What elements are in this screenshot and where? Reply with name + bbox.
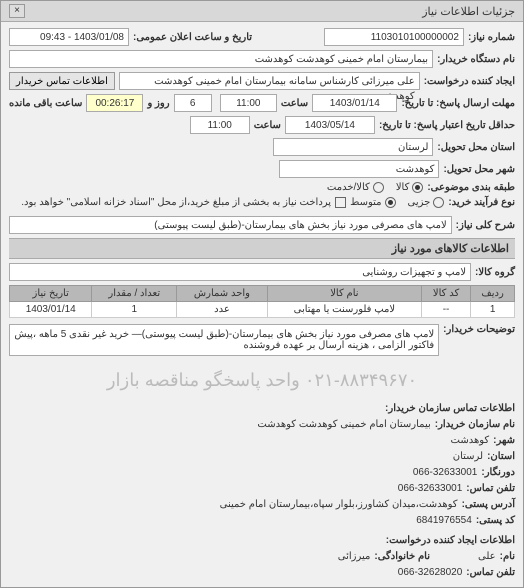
payment-checkbox[interactable] [335, 197, 346, 208]
creator-section-title: اطلاعات ایجاد کننده درخواست: [9, 533, 515, 549]
payment-type-label: نوع فرآیند خرید: [448, 197, 515, 208]
creator-label: ایجاد کننده درخواست: [424, 76, 515, 87]
fax-label: دورنگار: [481, 465, 515, 481]
reply-time-label: ساعت [281, 98, 308, 109]
radio-goods[interactable]: کالا [396, 182, 424, 193]
announce-label: تاریخ و ساعت اعلان عمومی: [133, 32, 252, 43]
table-cell: 1 [92, 302, 177, 318]
category-radio-group: کالا کالا/خدمت [327, 182, 423, 193]
delivery-city-label: شهر محل تحویل: [443, 164, 515, 175]
radio-middle[interactable]: متوسط [350, 197, 395, 208]
need-title-label: شرح کلی نیاز: [456, 220, 515, 231]
req-no-label: شماره نیاز: [468, 32, 515, 43]
days-field: 6 [174, 94, 212, 112]
table-row: 1--لامپ فلورسنت یا مهتابیعدد11403/01/14 [10, 302, 515, 318]
table-header: تاریخ نیاز [10, 286, 92, 302]
address-value: کوهدشت،میدان کشاورز،بلوار سپاه،بیمارستان… [220, 497, 458, 513]
table-cell: 1403/01/14 [10, 302, 92, 318]
watermark-text: ۰۲۱-۸۸۳۴۹۶۷۰ واحد پاسخگو مناقصه بازار [1, 366, 523, 395]
form-area: شماره نیاز: 1103010100000002 تاریخ و ساع… [1, 22, 523, 366]
table-cell: لامپ فلورسنت یا مهتابی [267, 302, 421, 318]
radio-icon [373, 182, 384, 193]
remaining-time-field: 00:26:17 [86, 94, 143, 112]
requirement-details-window: جزئیات اطلاعات نیاز × شماره نیاز: 110301… [0, 0, 524, 588]
postal-value: 6841976554 [416, 513, 472, 529]
radio-partial[interactable]: جزیی [408, 197, 445, 208]
fname-label: نام: [500, 549, 515, 565]
category-label: طبقه بندی موضوعی: [427, 182, 515, 193]
valid-time-field: 11:00 [190, 116, 250, 134]
creator-field: علی میرزائی کارشناس سامانه بیمارستان اما… [119, 72, 420, 90]
reply-time-field: 11:00 [220, 94, 277, 112]
lname-value: میرزائی [338, 549, 371, 565]
table-cell: -- [421, 302, 470, 318]
city-value: کوهدشت [451, 433, 490, 449]
reply-deadline-label: مهلت ارسال پاسخ: تا تاریخ: [401, 98, 515, 109]
group-label: گروه کالا: [475, 267, 515, 278]
org-value: بیمارستان امام خمینی کوهدشت کوهدشت [257, 417, 430, 433]
radio-icon [433, 197, 444, 208]
contact-info-button[interactable]: اطلاعات تماس خریدار [9, 72, 115, 90]
phone-value: 066-32633001 [398, 481, 463, 497]
table-header: ردیف [471, 286, 515, 302]
days-and-label: روز و [147, 98, 169, 109]
contact-section-title: اطلاعات تماس سازمان خریدار: [9, 401, 515, 417]
table-cell: 1 [471, 302, 515, 318]
city-label: شهر: [493, 433, 515, 449]
province-label: استان: [487, 449, 515, 465]
cphone-label: تلفن تماس: [466, 565, 515, 581]
lname-label: نام خانوادگی: [374, 549, 430, 565]
desc-field: لامپ های مصرفی مورد نیاز بخش های بیمارست… [9, 324, 439, 356]
province-value: لرستان [453, 449, 483, 465]
fname-value: علی [478, 549, 496, 565]
buyer-label: نام دستگاه خریدار: [437, 54, 515, 65]
payment-radio-group: جزیی متوسط [350, 197, 444, 208]
table-header: واحد شمارش [177, 286, 268, 302]
table-header: نام کالا [267, 286, 421, 302]
org-label: نام سازمان خریدار: [435, 417, 515, 433]
valid-deadline-label: حداقل تاریخ اعتبار پاسخ: تا تاریخ: [379, 120, 515, 131]
address-label: آدرس پستی: [462, 497, 515, 513]
payment-note: پرداخت نیاز به بخشی از مبلغ خرید،از محل … [21, 197, 331, 208]
exec-location-label: استان محل تحویل: [437, 142, 515, 153]
window-title: جزئیات اطلاعات نیاز [422, 5, 515, 18]
valid-time-label: ساعت [254, 120, 281, 131]
goods-table: ردیفکد کالانام کالاواحد شمارشتعداد / مقد… [9, 285, 515, 318]
table-cell: عدد [177, 302, 268, 318]
table-header: تعداد / مقدار [92, 286, 177, 302]
titlebar: جزئیات اطلاعات نیاز × [1, 1, 523, 22]
contact-info-block: اطلاعات تماس سازمان خریدار: نام سازمان خ… [1, 395, 523, 587]
reply-date-field: 1403/01/14 [312, 94, 397, 112]
radio-icon [412, 182, 423, 193]
need-title-field: لامپ های مصرفی مورد نیاز بخش های بیمارست… [9, 216, 452, 234]
req-no-field: 1103010100000002 [324, 28, 464, 46]
goods-section-header: اطلاعات کالاهای مورد نیاز [9, 238, 515, 259]
delivery-city-field: کوهدشت [279, 160, 439, 178]
exec-location-field: لرستان [273, 138, 433, 156]
valid-date-field: 1403/05/14 [285, 116, 375, 134]
remaining-label: ساعت باقی مانده [9, 98, 82, 109]
fax-value: 066-32633001 [413, 465, 478, 481]
desc-label: توضیحات خریدار: [443, 324, 515, 335]
announce-field: 1403/01/08 - 09:43 [9, 28, 129, 46]
postal-label: کد پستی: [476, 513, 515, 529]
cphone-value: 066-32628020 [398, 565, 463, 581]
radio-icon [385, 197, 396, 208]
phone-label: تلفن تماس: [466, 481, 515, 497]
group-field: لامپ و تجهیزات روشنایی [9, 263, 471, 281]
close-icon[interactable]: × [9, 4, 25, 18]
buyer-field: بیمارستان امام خمینی کوهدشت کوهدشت [9, 50, 433, 68]
table-header: کد کالا [421, 286, 470, 302]
radio-service[interactable]: کالا/خدمت [327, 182, 384, 193]
